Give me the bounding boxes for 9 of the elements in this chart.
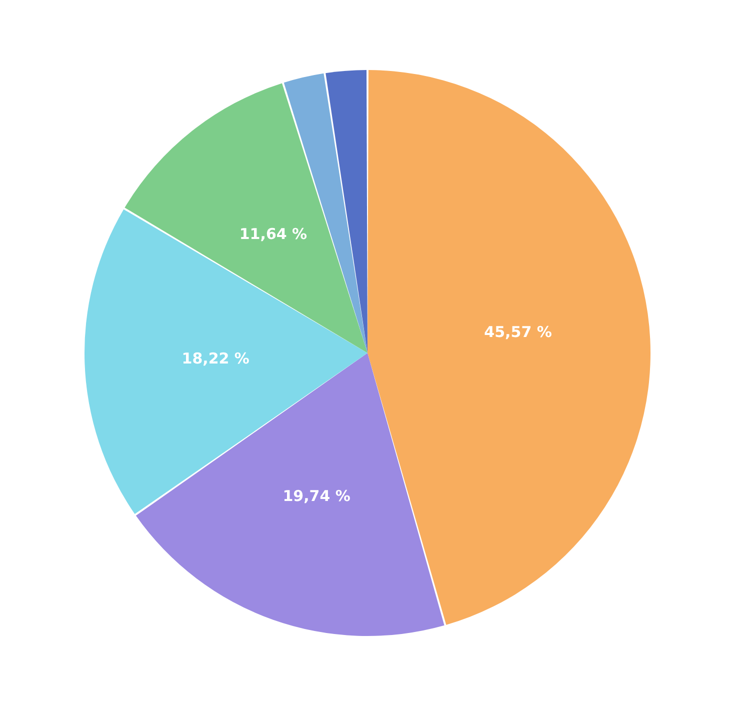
data-label: 11,64 %: [239, 224, 308, 243]
pie-slice: [136, 353, 444, 636]
data-label: 19,74 %: [282, 487, 350, 506]
pie-slice: [326, 70, 368, 353]
data-label: 18,22 %: [182, 350, 250, 368]
pie-slice: [84, 209, 368, 514]
data-label: 45,57 %: [484, 322, 552, 341]
pie-slice: [124, 83, 368, 353]
pie-slice: [368, 70, 650, 625]
